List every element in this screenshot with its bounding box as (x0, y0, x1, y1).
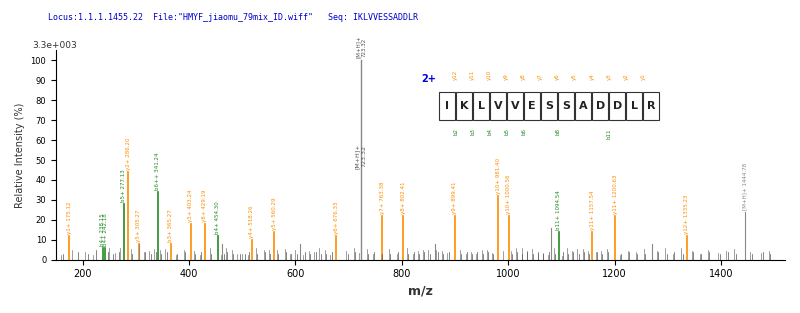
Text: b3: b3 (470, 128, 475, 135)
Text: y6+ 676.33: y6+ 676.33 (334, 201, 338, 234)
Text: L: L (478, 101, 485, 111)
FancyBboxPatch shape (626, 92, 642, 120)
FancyBboxPatch shape (610, 92, 626, 120)
Text: y12+ 1335.23: y12+ 1335.23 (684, 194, 689, 234)
Text: y7+ 763.38: y7+ 763.38 (380, 181, 385, 214)
FancyBboxPatch shape (473, 92, 489, 120)
Y-axis label: Relative Intensity (%): Relative Intensity (%) (15, 102, 25, 208)
Text: y6: y6 (555, 74, 560, 80)
Text: [M+H]+ 1444.78: [M+H]+ 1444.78 (742, 163, 747, 210)
Text: y4+ 518.26: y4+ 518.26 (250, 205, 254, 238)
Text: S: S (546, 101, 554, 111)
Text: b4: b4 (487, 128, 492, 135)
FancyBboxPatch shape (575, 92, 591, 120)
Text: y10: y10 (487, 70, 492, 80)
Text: y3+ 403.24: y3+ 403.24 (188, 189, 194, 222)
Text: y11+ 1157.54: y11+ 1157.54 (590, 190, 594, 230)
Text: D: D (596, 101, 605, 111)
Text: V: V (511, 101, 519, 111)
FancyBboxPatch shape (524, 92, 540, 120)
Text: [M+H]+
723.32: [M+H]+ 723.32 (356, 36, 366, 58)
Text: y8: y8 (522, 74, 526, 80)
Text: y10+ 1000.56: y10+ 1000.56 (506, 174, 511, 214)
Text: y8+ 429.19: y8+ 429.19 (202, 189, 207, 222)
Text: y1+ 175.12: y1+ 175.12 (67, 201, 72, 234)
Text: 3.3e+003: 3.3e+003 (32, 41, 77, 50)
Text: y5+ 305.27: y5+ 305.27 (136, 209, 141, 242)
Text: b4+ 242.18: b4+ 242.18 (102, 213, 107, 246)
Text: 2+: 2+ (421, 74, 436, 84)
Text: y3: y3 (606, 74, 611, 80)
Text: y2: y2 (623, 74, 629, 80)
Text: y9+ 899.41: y9+ 899.41 (452, 181, 458, 214)
Text: y12: y12 (453, 70, 458, 80)
Text: y5: y5 (572, 74, 578, 80)
Text: y1: y1 (641, 74, 646, 80)
Text: y5+ 560.29: y5+ 560.29 (272, 197, 277, 230)
Text: b6++ 341.24: b6++ 341.24 (155, 152, 160, 190)
Text: y4: y4 (590, 74, 594, 80)
X-axis label: m/z: m/z (408, 285, 433, 298)
Text: y10+ 981.40: y10+ 981.40 (496, 158, 501, 194)
Text: b2: b2 (453, 128, 458, 135)
Text: R: R (647, 101, 656, 111)
Text: Locus:1.1.1.1455.22  File:"HMYF_jiaomu_79mix_ID.wiff"   Seq: IKLVVESSADDLR: Locus:1.1.1.1455.22 File:"HMYF_jiaomu_79… (48, 13, 418, 22)
Text: E: E (529, 101, 536, 111)
FancyBboxPatch shape (456, 92, 472, 120)
Text: I: I (445, 101, 449, 111)
FancyBboxPatch shape (439, 92, 455, 120)
FancyBboxPatch shape (643, 92, 659, 120)
FancyBboxPatch shape (558, 92, 574, 120)
Text: b11: b11 (606, 128, 611, 139)
Text: b4+ 238.15: b4+ 238.15 (101, 213, 106, 246)
Text: b5+ 277.13: b5+ 277.13 (121, 169, 126, 202)
Text: b3+ 365.27: b3+ 365.27 (168, 209, 173, 242)
Text: b4+ 454.30: b4+ 454.30 (215, 201, 221, 234)
Text: 723.32: 723.32 (361, 145, 366, 167)
Text: y11+ 1200.63: y11+ 1200.63 (613, 174, 618, 214)
Text: y11: y11 (470, 70, 475, 80)
Text: [M+H]+: [M+H]+ (355, 143, 360, 169)
Text: y8+ 802.41: y8+ 802.41 (401, 181, 406, 214)
Text: y2+ 286.20: y2+ 286.20 (126, 137, 131, 170)
Text: A: A (579, 101, 588, 111)
Text: y7: y7 (538, 74, 543, 80)
FancyBboxPatch shape (592, 92, 608, 120)
Text: b11+ 1094.54: b11+ 1094.54 (556, 190, 561, 230)
Text: K: K (460, 101, 468, 111)
FancyBboxPatch shape (490, 92, 506, 120)
Text: b6: b6 (522, 128, 526, 135)
FancyBboxPatch shape (542, 92, 558, 120)
Text: D: D (613, 101, 622, 111)
Text: b5: b5 (504, 128, 510, 135)
Text: L: L (631, 101, 638, 111)
Text: V: V (494, 101, 502, 111)
FancyBboxPatch shape (507, 92, 523, 120)
Text: y9: y9 (504, 74, 510, 80)
Text: S: S (562, 101, 570, 111)
Text: b8: b8 (555, 128, 560, 135)
